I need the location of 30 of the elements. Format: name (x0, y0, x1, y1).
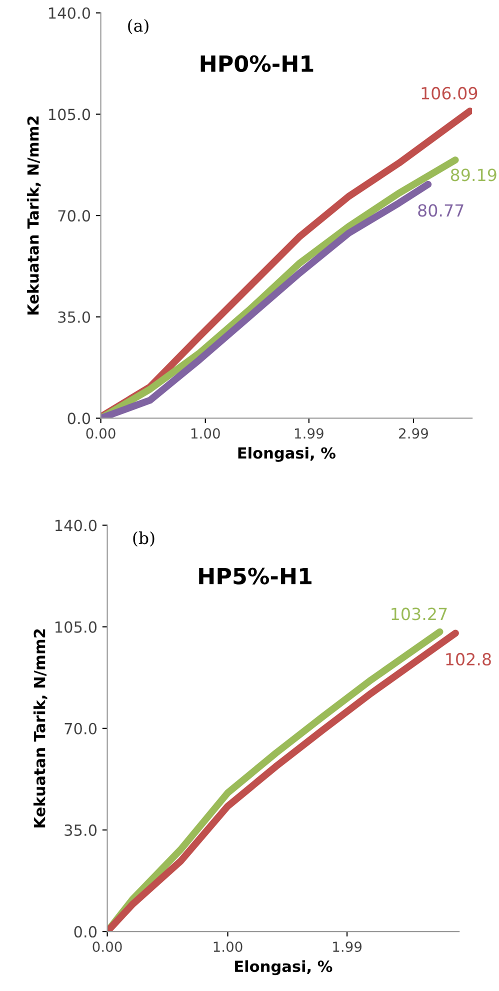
y-tick-label: 105.0 (49, 108, 90, 120)
x-tick-label: 0.00 (92, 942, 122, 952)
data-label: 106.09 (422, 86, 478, 100)
y-tick-label: 0.0 (68, 412, 90, 424)
x-axis-title: Elongasi, % (238, 446, 336, 462)
y-tick-label: 105.0 (56, 621, 97, 633)
y-tick-label: 70.0 (64, 722, 97, 734)
y-tick-label: 0.0 (74, 926, 97, 938)
text: HP5%-H1 (199, 568, 312, 584)
x-tick-label: 1.99 (333, 942, 362, 952)
y-tick-label: 35.0 (64, 824, 97, 836)
data-label: 102.8 (446, 652, 491, 666)
x-tick-label: 2.99 (399, 428, 428, 439)
x-axis-title: Elongasi, % (235, 960, 332, 976)
text: HP0%-H1 (200, 55, 314, 72)
y-tick-label: 140.0 (56, 520, 97, 532)
data-label: 89.19 (450, 168, 496, 182)
annotation: (a) (128, 18, 148, 34)
x-tick-label: 1.99 (294, 428, 324, 439)
y-axis-title: Kekuatan Tarik, N/mm2 (33, 629, 48, 828)
x-tick-label: 1.00 (214, 942, 242, 952)
data-label: 103.27 (392, 608, 447, 620)
y-tick-label: 140.0 (49, 7, 90, 19)
x-tick-label: 0.00 (86, 428, 116, 439)
y-axis-title: Kekuatan Tarik, N/mm2 (26, 116, 41, 315)
annotation: (b) (133, 531, 154, 547)
y-tick-label: 70.0 (58, 210, 90, 222)
y-tick-label: 35.0 (58, 311, 90, 323)
x-tick-label: 1.00 (191, 428, 220, 439)
data-label: 80.77 (418, 204, 464, 217)
